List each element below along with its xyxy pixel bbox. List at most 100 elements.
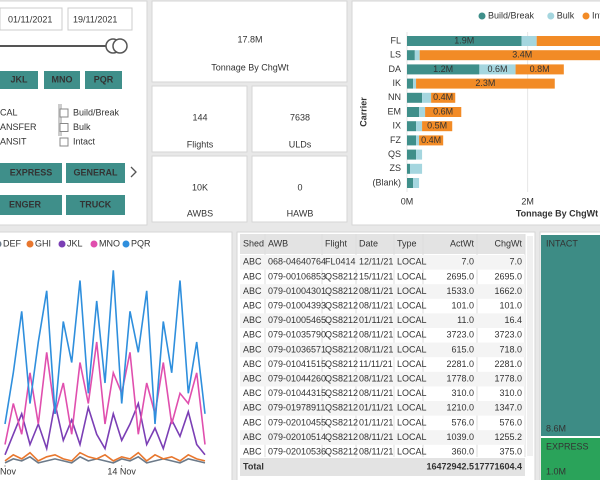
type-button[interactable] — [0, 163, 62, 183]
filter-button[interactable] — [85, 71, 122, 89]
treemap-tile[interactable] — [541, 235, 600, 436]
column-header[interactable]: AWB — [268, 238, 288, 248]
cell: 1778.0 — [494, 373, 522, 383]
legend-label: Intact — [592, 10, 600, 20]
bar-value-label: 3.4M — [512, 50, 532, 60]
cell: 1039.0 — [446, 432, 474, 442]
cell: LOCAL — [397, 300, 427, 310]
cell: QS8212 — [325, 359, 358, 369]
line-panel — [0, 231, 233, 480]
cell: QS8212 — [325, 446, 358, 456]
cell: 375.0 — [499, 446, 522, 456]
cell: 576.0 — [451, 417, 474, 427]
kpi-card — [151, 155, 248, 223]
bar-segment — [419, 135, 444, 146]
cell: LOCAL — [397, 257, 427, 267]
cell: 08/11/21 — [359, 330, 393, 340]
cell: 01/11/21 — [359, 315, 393, 325]
cell: 2281.0 — [494, 359, 522, 369]
y-tick-label: (Blank) — [372, 177, 401, 187]
checkbox[interactable] — [59, 137, 69, 147]
checkbox[interactable] — [59, 108, 69, 118]
legend-swatch — [122, 240, 130, 248]
kpi-value: 144 — [192, 112, 207, 122]
type-button[interactable] — [66, 163, 125, 183]
row-bg — [240, 430, 525, 445]
bar-segment — [416, 149, 423, 160]
series-line — [4, 341, 206, 445]
row-bg — [240, 342, 525, 358]
cell: 08/11/21 — [359, 446, 393, 456]
list-item[interactable]: CAL — [0, 107, 18, 117]
column-header[interactable]: Shed — [243, 238, 264, 248]
cell: LOCAL — [397, 344, 427, 354]
cell: 3723.0 — [494, 330, 522, 340]
cell: LOCAL — [397, 271, 427, 281]
bar-segment — [419, 50, 600, 61]
cell: 079-01978911 — [268, 403, 325, 413]
table-header-bg — [240, 234, 525, 254]
column-header[interactable]: Type — [397, 238, 417, 248]
legend-swatch — [58, 240, 66, 248]
bar-segment — [407, 121, 417, 132]
cell: 08/11/21 — [359, 300, 393, 310]
cell: 576.0 — [499, 417, 522, 427]
cell: 08/11/21 — [359, 388, 393, 398]
cell: 3723.0 — [446, 330, 474, 340]
kpi-card — [251, 85, 348, 153]
series-line — [4, 270, 206, 425]
cell: 068-04640764 — [268, 257, 326, 267]
column-header[interactable]: Date — [359, 238, 378, 248]
type-button[interactable] — [0, 195, 62, 215]
cell: 01/11/21 — [359, 417, 393, 427]
table-scrollbar[interactable] — [527, 236, 533, 456]
cell: ABC — [243, 388, 262, 398]
next-arrow[interactable] — [130, 166, 137, 178]
y-tick-label: EM — [388, 106, 402, 116]
cell: 079-02010536 — [268, 446, 326, 456]
type-button[interactable] — [66, 195, 125, 215]
date-box[interactable] — [0, 7, 63, 31]
cell: LOCAL — [397, 359, 427, 369]
bar-segment — [536, 36, 600, 46]
list-item[interactable]: ANSIT — [0, 136, 27, 146]
bar-segment — [407, 135, 417, 146]
cell: QS8212 — [325, 330, 358, 340]
x-tick-label: 0M — [401, 196, 414, 206]
checkbox[interactable] — [59, 123, 69, 132]
treemap-tile[interactable] — [541, 438, 600, 480]
cell: ABC — [243, 257, 262, 267]
y-tick-label: IX — [392, 121, 401, 131]
bar-segment — [414, 50, 420, 61]
column-header[interactable]: Flight — [325, 238, 348, 248]
type-button-label: TRUCK — [80, 199, 112, 209]
column-header[interactable]: ChgWt — [494, 238, 522, 248]
filter-button[interactable] — [44, 71, 80, 89]
legend-label: MNO — [99, 238, 120, 248]
cell: 079-00106853 — [268, 271, 326, 281]
cell: ABC — [243, 432, 262, 442]
cell: 101.0 — [499, 300, 522, 310]
list-item[interactable]: ANSFER — [0, 122, 37, 132]
cell: 079-01036571 — [268, 344, 326, 354]
cell: 079-02010514 — [268, 432, 326, 442]
kpi-value: 17.8M — [237, 34, 262, 44]
scrollbar — [58, 104, 62, 136]
cell: QS8212 — [325, 417, 358, 427]
slider-handle[interactable] — [112, 38, 128, 54]
cell: 718.0 — [499, 344, 522, 354]
y-tick-label: FZ — [390, 135, 401, 145]
filter-button[interactable] — [0, 71, 38, 89]
legend-label: JKL — [67, 238, 83, 248]
date-box[interactable] — [67, 7, 133, 31]
bar-segment — [515, 64, 564, 75]
cell: 08/11/21 — [359, 432, 393, 442]
date-from: 01/11/2021 — [8, 14, 52, 24]
cell: LOCAL — [397, 432, 427, 442]
cell: LOCAL — [397, 403, 427, 413]
cell: LOCAL — [397, 446, 427, 456]
cell: 079-01005465 — [268, 315, 326, 325]
cell: ABC — [243, 344, 262, 354]
column-header[interactable]: ActWt — [450, 238, 474, 248]
